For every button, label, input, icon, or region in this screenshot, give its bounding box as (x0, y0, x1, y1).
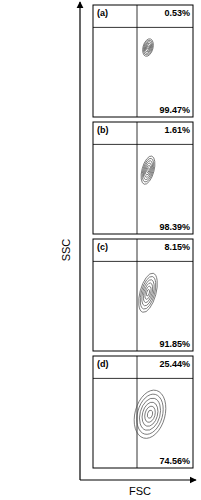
contour (142, 160, 155, 181)
gate-line-horizontal (93, 378, 193, 379)
contour (144, 286, 153, 300)
plot-area (93, 5, 193, 117)
contour (138, 155, 157, 186)
quadrant-percentage: 8.15% (164, 242, 190, 252)
plot-area (93, 122, 193, 234)
quadrant-percentage: 99.47% (159, 105, 190, 115)
panel: (b) 1.61% 98.39% (93, 122, 193, 234)
panel: (d) 25.44% 74.56% (93, 356, 193, 468)
gate-line-horizontal (93, 144, 193, 145)
contour (139, 278, 156, 307)
contour (147, 46, 149, 49)
panel-label: (c) (97, 242, 108, 252)
quadrant-percentage: 0.53% (164, 8, 190, 18)
contour (146, 168, 149, 173)
contour (136, 396, 164, 433)
x-axis-arrow (80, 479, 196, 480)
quadrant-percentage: 98.39% (159, 222, 190, 232)
quadrant-percentage: 25.44% (159, 359, 190, 369)
gate-line-vertical (137, 239, 138, 351)
panel-frame (93, 5, 193, 117)
contour (142, 39, 154, 56)
panel-frame (93, 122, 193, 234)
gate-line-vertical (137, 122, 138, 234)
contour (129, 387, 171, 442)
contour (141, 38, 155, 58)
panel-frame (93, 356, 193, 468)
plot-area (93, 239, 193, 351)
quadrant-percentage: 91.85% (159, 339, 190, 349)
y-axis-arrow (79, 2, 80, 480)
contour (147, 410, 154, 419)
panel-label: (a) (97, 8, 108, 18)
plot-area (93, 356, 193, 468)
contour (146, 289, 150, 296)
figure: SSC FSC (a) 0.53% 99.47% (b) 1.61% 98.39% (c) 8.1… (0, 0, 201, 500)
panel-label: (d) (97, 359, 109, 369)
panel: (a) 0.53% 99.47% (93, 5, 193, 117)
y-axis-title: SSC (60, 239, 72, 262)
panel-label: (b) (97, 125, 109, 135)
gate-line-vertical (137, 5, 138, 117)
panel: (c) 8.15% 91.85% (93, 239, 193, 351)
panel-frame (93, 239, 193, 351)
contour (140, 400, 161, 428)
gate-line-horizontal (93, 27, 193, 28)
x-axis-title: FSC (129, 485, 151, 497)
quadrant-percentage: 1.61% (164, 125, 190, 135)
quadrant-percentage: 74.56% (159, 456, 190, 466)
contour (137, 275, 159, 311)
contour (143, 405, 157, 423)
contour (133, 391, 168, 437)
contour (135, 271, 161, 314)
gate-line-horizontal (93, 261, 193, 262)
contour (140, 157, 156, 183)
